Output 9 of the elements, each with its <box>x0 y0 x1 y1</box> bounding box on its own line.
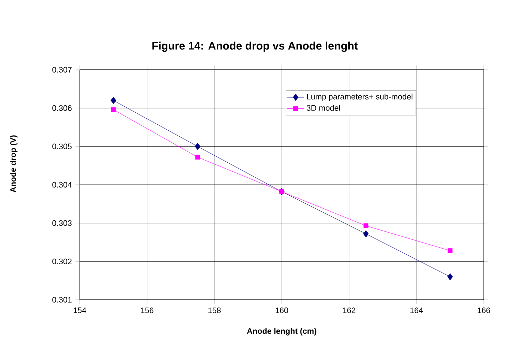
chart-title: Figure 14: Anode drop vs Anode lenght <box>152 42 358 52</box>
point <box>448 273 454 281</box>
point <box>195 155 200 160</box>
point <box>363 230 369 238</box>
point <box>364 224 369 228</box>
point <box>195 143 201 150</box>
point <box>110 97 116 104</box>
point <box>448 248 453 254</box>
point <box>111 107 116 112</box>
